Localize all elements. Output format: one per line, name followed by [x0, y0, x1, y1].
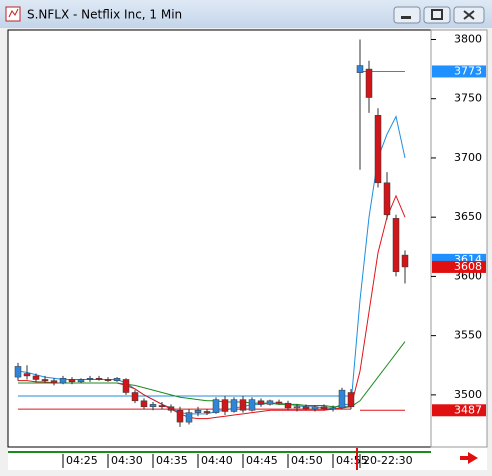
candle-body: [68, 379, 76, 383]
y-tick-label: 3800: [454, 32, 482, 45]
candle-body: [257, 400, 265, 405]
candle-body: [77, 379, 85, 383]
price-badge: [432, 404, 486, 417]
candle-body: [131, 392, 139, 402]
candle-body: [203, 411, 211, 413]
candle-body: [311, 406, 319, 410]
candle-body: [365, 68, 373, 98]
candle-body: [167, 406, 175, 411]
price-badge: [432, 65, 486, 78]
candle-body: [374, 115, 382, 184]
y-tick-label: 3500: [454, 388, 482, 401]
candle-body: [266, 400, 274, 405]
candle-body: [356, 65, 364, 73]
window-title: S.NFLX - Netflix Inc, 1 Min: [27, 8, 182, 22]
chart-background: [8, 30, 487, 470]
candle-body: [230, 399, 238, 412]
candle-body: [302, 406, 310, 410]
candle-body: [86, 378, 94, 380]
price-badge: [432, 260, 486, 273]
candle-body: [320, 406, 328, 410]
price-badge-label: 3487: [454, 403, 482, 416]
candle-body: [221, 399, 229, 412]
candle-body: [239, 399, 247, 411]
candle-body: [104, 379, 112, 381]
app-icon-glyph: [8, 8, 19, 18]
x-tick-label: 04:35: [156, 454, 188, 467]
price-badge-label: 3773: [454, 64, 482, 77]
candle-body: [248, 399, 256, 411]
candle-body: [95, 378, 103, 380]
candle-body: [158, 405, 166, 407]
close-button[interactable]: [453, 6, 485, 24]
minimize-button[interactable]: [393, 6, 421, 24]
candle-body: [149, 404, 157, 407]
x-tick-label: 20-22:30: [363, 454, 413, 467]
candle-body: [383, 182, 391, 216]
y-tick-label: 3650: [454, 210, 482, 223]
candle-body: [338, 389, 346, 409]
candle-body: [284, 402, 292, 409]
candle-body: [176, 410, 184, 423]
candle-body: [32, 375, 40, 380]
candle-body: [275, 401, 283, 404]
candle-body: [59, 378, 67, 384]
candle-body: [23, 373, 31, 377]
y-tick-label: 3550: [454, 329, 482, 342]
candle-body: [140, 400, 148, 407]
price-badge: [432, 253, 486, 266]
x-tick-label: 04:40: [201, 454, 233, 467]
price-axis-border: [430, 29, 488, 448]
candle-body: [194, 410, 202, 413]
maximize-button[interactable]: [423, 6, 451, 24]
x-tick-label: 04:25: [66, 454, 98, 467]
scroll-arrow[interactable]: [460, 452, 478, 464]
app-icon: [5, 6, 21, 22]
x-tick-label: 04:45: [246, 454, 278, 467]
x-tick-label: 04:50: [291, 454, 323, 467]
candle-body: [329, 407, 337, 410]
candle-body: [212, 399, 220, 413]
candle-body: [113, 378, 121, 381]
candle-body: [401, 254, 409, 268]
y-tick-label: 3750: [454, 92, 482, 105]
candle-body: [50, 380, 58, 384]
candle-body: [392, 218, 400, 272]
candle-body: [14, 366, 22, 378]
candle-body: [122, 379, 130, 393]
candle-body: [41, 379, 49, 381]
x-tick-label: 04:30: [111, 454, 143, 467]
candle-body: [347, 392, 355, 407]
y-tick-label: 3700: [454, 151, 482, 164]
candle-body: [293, 406, 301, 409]
candle-body: [185, 412, 193, 423]
price-badge-label: 3608: [454, 260, 482, 273]
